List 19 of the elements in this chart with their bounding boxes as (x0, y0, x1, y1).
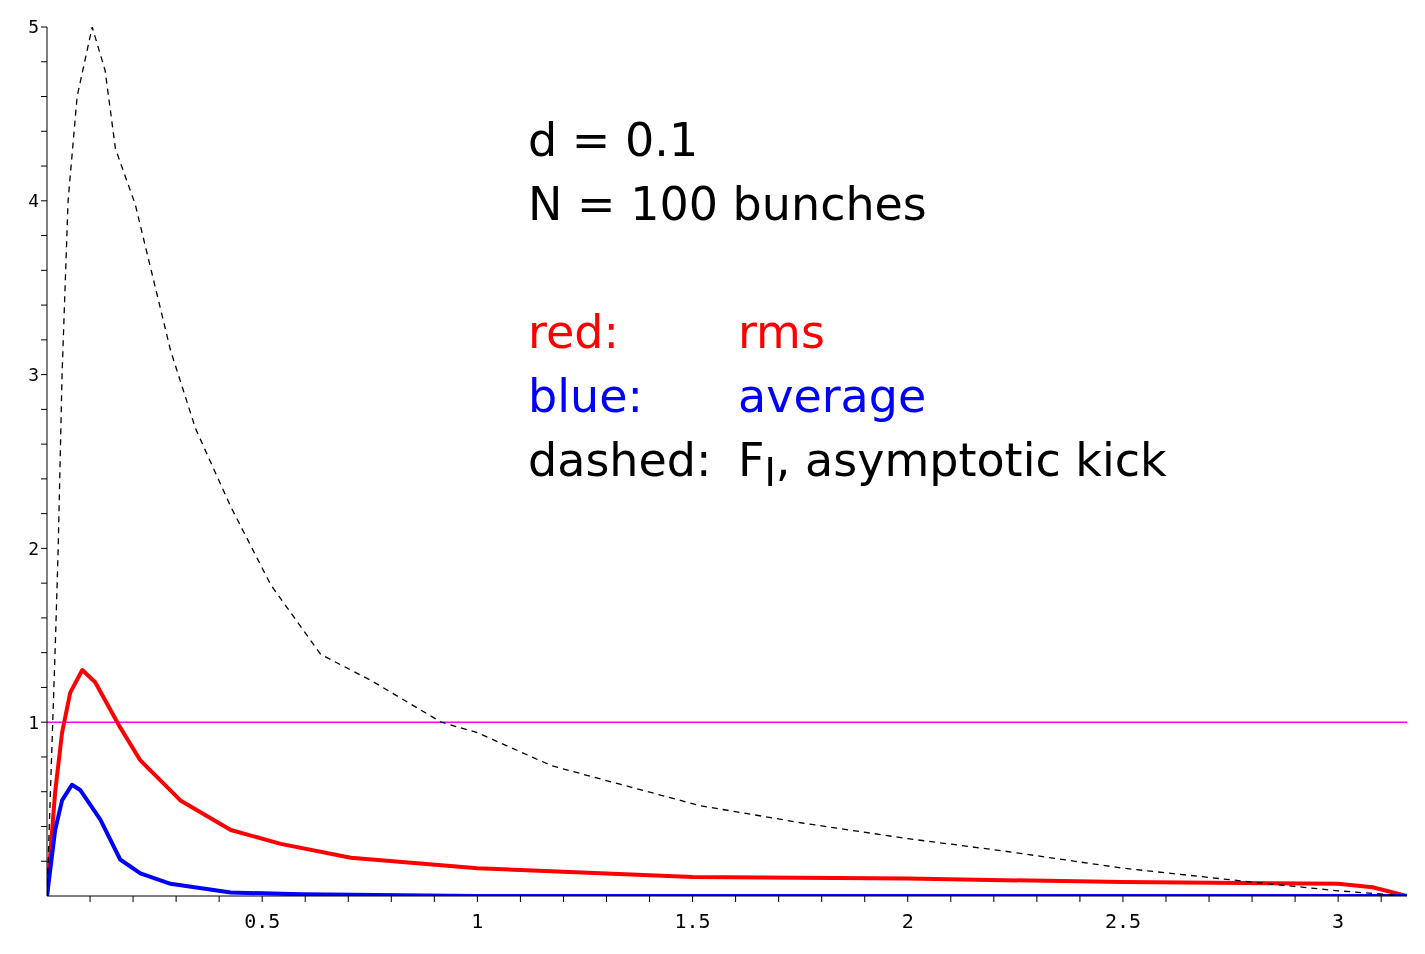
annotation: dashed: (528, 432, 713, 489)
x-tick-label: 2.5 (1104, 909, 1142, 934)
annotation: d = 0.1 (528, 112, 700, 169)
annotation: N = 100 bunches (528, 176, 928, 233)
y-tick-label: 5 (28, 16, 39, 38)
y-tick-label: 4 (28, 190, 39, 212)
text: rms (738, 304, 825, 361)
text: F$_{I}$, asymptotic kick (738, 432, 1167, 498)
x-tick-label: 0.5 (244, 909, 281, 934)
x-tick-label: 1 (471, 909, 484, 934)
x-tick-label: 1.5 (674, 909, 711, 934)
annotation: red: (528, 304, 620, 361)
y-tick-label: 1 (28, 711, 39, 733)
x-tick-label: 2 (901, 909, 914, 934)
text: average (738, 368, 927, 425)
y-tick-label: 3 (28, 363, 39, 385)
y-tick-label: 2 (28, 537, 39, 559)
annotation: blue: (528, 368, 644, 425)
x-tick-label: 3 (1332, 909, 1345, 934)
